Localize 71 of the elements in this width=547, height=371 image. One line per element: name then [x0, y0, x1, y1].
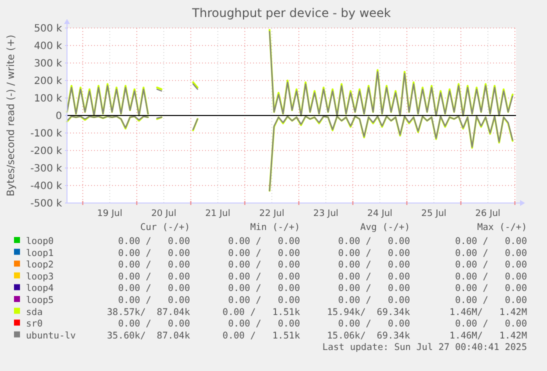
legend-label: loop3 — [26, 271, 54, 282]
text: 15.94k/ 69.34k — [327, 306, 410, 318]
legend-label: ubuntu-lv — [26, 330, 76, 342]
chart-title: Throughput per device - by week — [191, 6, 391, 20]
text: 0.00 / 0.00 — [118, 248, 190, 259]
text: 0.00 / 0.00 — [118, 295, 190, 306]
y-tick-label: 0 — [56, 111, 62, 122]
text: 0.00 / 0.00 — [228, 271, 300, 282]
text: 0.00 / 0.00 — [118, 260, 190, 271]
text: Avg (-/+) — [360, 222, 410, 233]
text: 0.00 / 0.00 — [228, 295, 300, 306]
x-tick-label: 20 Jul — [151, 209, 176, 219]
y-tick-label: -400 k — [30, 181, 62, 192]
y-tick-label: 200 k — [34, 76, 62, 87]
x-tick-label: 25 Jul — [421, 209, 446, 219]
legend-label: sr0 — [26, 318, 43, 330]
text: 0.00 / 0.00 — [118, 318, 190, 330]
x-tick-label: 23 Jul — [313, 209, 338, 219]
text: 0.00 / 0.00 — [118, 236, 190, 247]
text: 0.00 / 0.00 — [118, 271, 190, 282]
text: 0.00 / 0.00 — [338, 318, 410, 330]
legend-label: loop0 — [26, 236, 54, 247]
text: Last update: Sun Jul 27 00:40:41 2025 — [322, 342, 527, 354]
x-tick-label: 22 Jul — [259, 209, 284, 219]
y-tick-label: -200 k — [30, 146, 62, 157]
legend-label: loop4 — [26, 283, 54, 294]
text: 0.00 / 0.00 — [228, 248, 300, 259]
text: 0.00 / 0.00 — [338, 236, 410, 247]
y-tick-label: 500 k — [34, 24, 62, 34]
text: Max (-/+) — [477, 222, 527, 233]
text: 0.00 / 0.00 — [228, 318, 300, 330]
text: 0.00 / 1.51k — [222, 306, 300, 318]
text: 0.00 / 0.00 — [455, 271, 527, 282]
legend-label: sda — [26, 306, 43, 318]
text: 0.00 / 0.00 — [455, 236, 527, 247]
text: 0.00 / 0.00 — [118, 283, 190, 294]
x-tick-label: 21 Jul — [205, 209, 230, 219]
x-tick-label: 26 Jul — [475, 209, 500, 219]
y-tick-label: -500 k — [30, 198, 62, 210]
text: 0.00 / 0.00 — [228, 236, 300, 247]
y-tick-label: -300 k — [30, 164, 62, 174]
x-tick-label: 19 Jul — [97, 209, 122, 219]
x-tick-label: 24 Jul — [367, 209, 392, 219]
text: 0.00 / 0.00 — [338, 248, 410, 259]
text: 0.00 / 0.00 — [338, 271, 410, 282]
text: 0.00 / 0.00 — [455, 318, 527, 330]
y-tick-label: 100 k — [34, 94, 62, 104]
text: 0.00 / 0.00 — [455, 295, 527, 306]
text: 1.46M/ 1.42M — [450, 330, 528, 342]
text: 0.00 / 0.00 — [228, 283, 300, 294]
y-tick-label: 300 k — [34, 58, 62, 70]
y-tick-label: 400 k — [34, 41, 62, 52]
text: 0.00 / 0.00 — [338, 260, 410, 271]
legend-label: loop2 — [26, 260, 54, 271]
text: 1.46M/ 1.42M — [450, 306, 528, 318]
legend-label: loop5 — [26, 295, 54, 306]
text: 0.00 / 0.00 — [338, 283, 410, 294]
text: Min (-/+) — [250, 222, 300, 233]
text: 35.60k/ 87.04k — [107, 330, 190, 342]
text: 0.00 / 0.00 — [338, 295, 410, 306]
text: 0.00 / 0.00 — [455, 248, 527, 259]
legend-label: loop1 — [26, 248, 54, 259]
text: 15.06k/ 69.34k — [327, 330, 410, 342]
text: Cur (-/+) — [140, 222, 190, 233]
text: 0.00 / 1.51k — [222, 330, 300, 342]
text: 0.00 / 0.00 — [455, 260, 527, 271]
text: 38.57k/ 87.04k — [107, 306, 190, 318]
text: 0.00 / 0.00 — [228, 260, 300, 271]
y-axis-title: Bytes/second read (-) / write (+) — [6, 34, 17, 196]
text: 0.00 / 0.00 — [455, 283, 527, 294]
y-tick-label: -100 k — [30, 128, 62, 140]
